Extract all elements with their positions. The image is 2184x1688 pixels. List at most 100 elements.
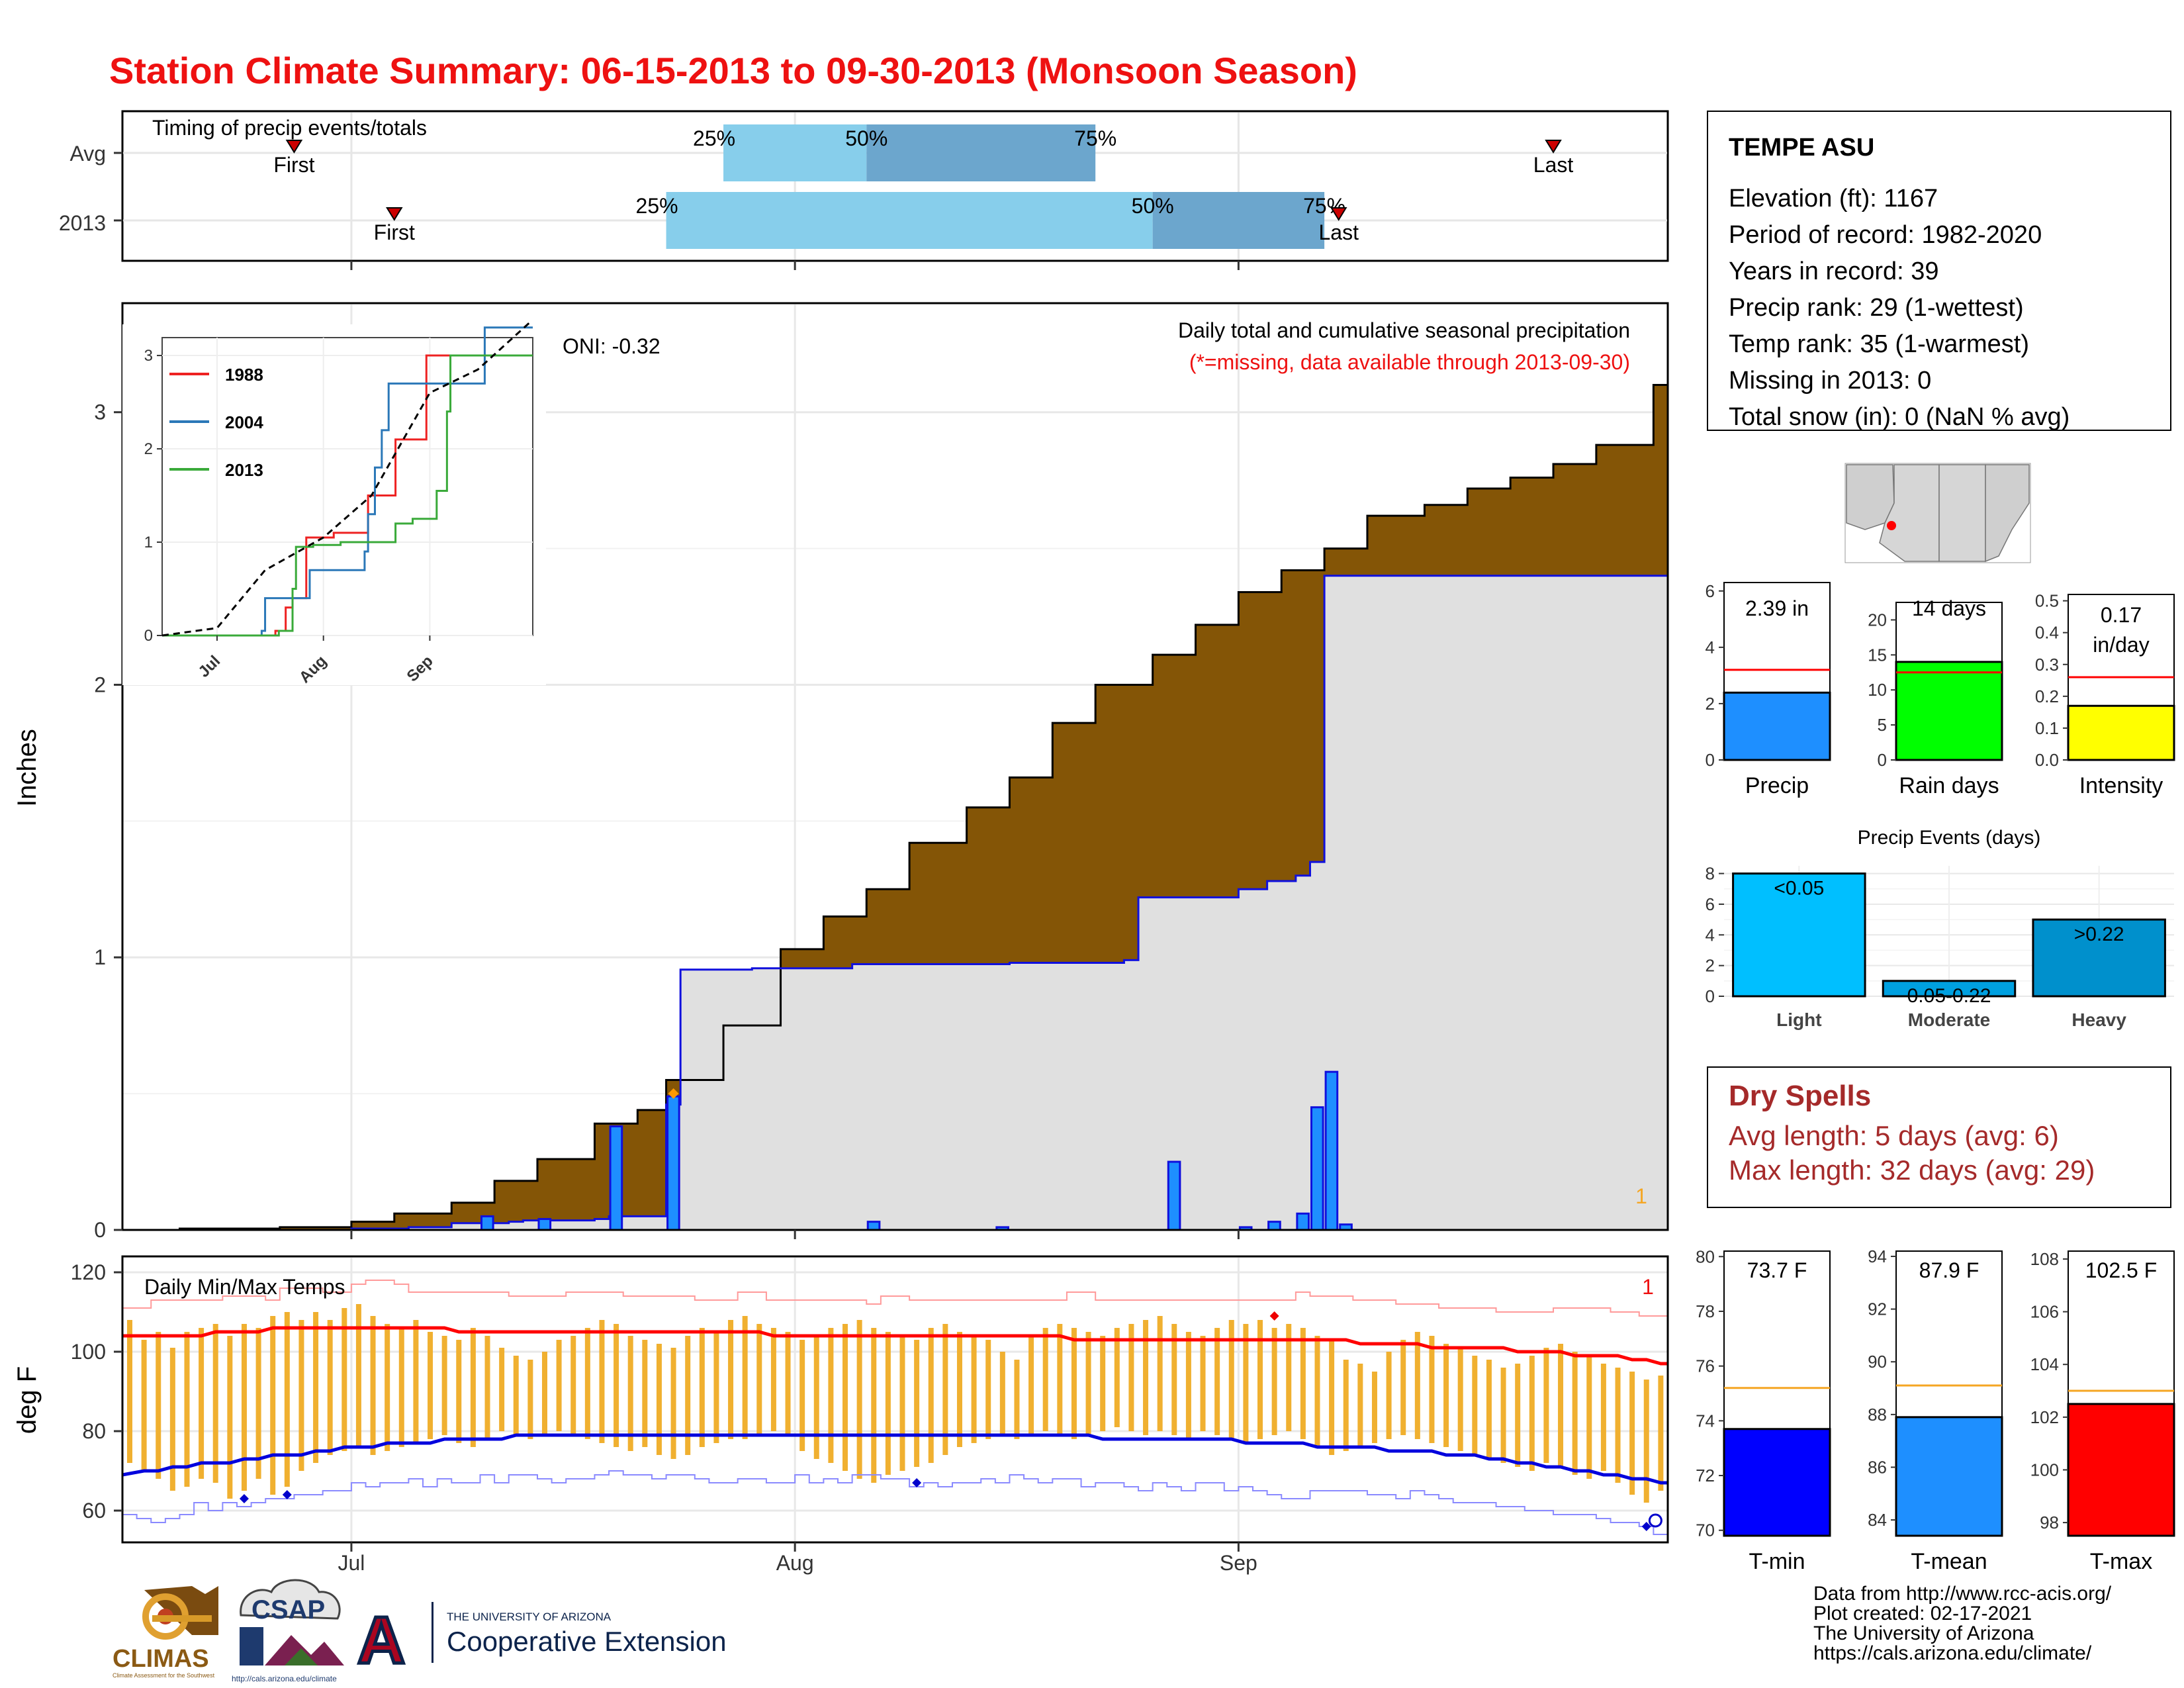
intensity-summary-label: 0.17: [2101, 603, 2142, 627]
daily-temp-range-bar: [1157, 1316, 1163, 1431]
small-chart-tick-label: 0.0: [2035, 750, 2059, 770]
daily-temp-range-bar: [627, 1336, 633, 1451]
temp-x-tick-label: Aug: [776, 1551, 814, 1575]
timing-title: Timing of precip events/totals: [152, 116, 427, 140]
daily-temp-range-bar: [456, 1340, 462, 1443]
small-chart-tick-label: 74: [1696, 1411, 1715, 1430]
daily-temp-range-bar: [441, 1336, 447, 1435]
daily-temp-range-bar: [1071, 1328, 1077, 1439]
daily-temp-range-bar: [355, 1304, 361, 1447]
daily-temp-range-bar: [842, 1324, 848, 1471]
daily-temp-range-bar: [928, 1328, 934, 1463]
daily-temp-range-bar: [398, 1328, 404, 1447]
daily-temp-range-bar: [1085, 1332, 1091, 1435]
daily-temp-range-bar: [584, 1328, 590, 1439]
map-region-east: [1985, 464, 2030, 563]
daily-temp-range-bar: [127, 1320, 132, 1463]
daily-temp-range-bar: [1228, 1320, 1234, 1439]
daily-temp-range-bar: [470, 1328, 476, 1447]
precip-title: Daily total and cumulative seasonal prec…: [1178, 318, 1630, 342]
tmin-summary-label: 73.7 F: [1747, 1258, 1807, 1282]
small-chart-tick-label: 2: [1706, 694, 1715, 714]
ua-big-text: Cooperative Extension: [447, 1626, 727, 1657]
daily-temp-range-bar: [1529, 1356, 1535, 1471]
temperature-bar-charts: 70 72 74 76 78 80 T-min 84 86 88 90 92 94 T-mean 98 100…: [1696, 1246, 2175, 1574]
small-chart-tick-label: 86: [1868, 1457, 1887, 1477]
small-chart-tick-label: 0.4: [2035, 623, 2059, 643]
daily-temp-range-bar: [513, 1356, 519, 1435]
small-chart-tick-label: 104: [2030, 1354, 2059, 1374]
precip-frame: [121, 302, 1669, 1231]
inset-y-tick-label: 3: [144, 347, 153, 365]
precip-subtitle: (*=missing, data available through 2013-…: [1189, 350, 1630, 374]
small-chart-tick-label: 94: [1868, 1246, 1887, 1266]
locator-map: [1844, 463, 2031, 563]
temp-record-marker: [239, 1494, 249, 1503]
daily-temp-range-bar: [1171, 1324, 1177, 1435]
events-bar-light: [1732, 872, 1866, 998]
small-chart-tick-label: 0: [1706, 750, 1715, 770]
events-y-tick-label: 2: [1706, 956, 1715, 976]
daily-temp-range-bar: [785, 1332, 791, 1435]
small-chart-tick-label: 0.1: [2035, 718, 2059, 738]
inset-line-2013: [162, 354, 533, 637]
precip-panel: Inches Daily total and cumulative season…: [13, 302, 1669, 1242]
daily-precip-bar: [480, 1215, 494, 1231]
events-bar-moderate: [1882, 980, 2017, 998]
daily-temp-range-bar: [1572, 1352, 1578, 1475]
daily-temp-range-bar: [1543, 1348, 1549, 1463]
small-chart-tick-label: 102: [2030, 1407, 2059, 1427]
daily-temp-range-bar: [670, 1348, 676, 1459]
inset-y-tick-label: 0: [144, 627, 153, 645]
station-line-1: Elevation (ft): 1167: [1729, 185, 1938, 212]
small-chart-rain-days: 0 5 10 15 20 Rain days: [1868, 602, 2003, 798]
daily-temp-range-bar: [1629, 1372, 1635, 1495]
small-chart-precip: 0 2 4 6 Precip: [1706, 581, 1831, 798]
small-chart-tick-label: 108: [2030, 1249, 2059, 1269]
small-chart-tick-label: 0: [1878, 750, 1887, 770]
small-chart-tick-label: 0.3: [2035, 655, 2059, 675]
daily-temp-range-bar: [728, 1320, 734, 1439]
events-bar-label: >0.22: [2074, 923, 2124, 945]
daily-temp-range-bar: [527, 1360, 533, 1439]
dry-spells-avg: Avg length: 5 days (avg: 6): [1729, 1120, 2059, 1151]
logos: CLIMAS Climate Assessment for the Southw…: [113, 1579, 727, 1683]
timing-row-label-avg: Avg: [69, 142, 106, 165]
temp-record-marker: [1641, 1522, 1651, 1531]
cumulative-precip-line: [122, 384, 1668, 1231]
timing-label-first: First: [273, 153, 314, 177]
daily-temp-range-bar: [1100, 1336, 1106, 1431]
inset-y-tick-label: 1: [144, 534, 153, 551]
daily-temp-range-bar: [284, 1312, 290, 1487]
small-chart-tick-label: 5: [1878, 715, 1887, 735]
temp-plot-background: [122, 1256, 1668, 1542]
daily-temp-range-bar: [1658, 1376, 1664, 1491]
station-info-box: TEMPE ASU Elevation (ft): 1167 Period of…: [1707, 111, 2171, 431]
daily-temp-range-bar: [499, 1348, 505, 1431]
daily-temp-range-bar: [1515, 1364, 1521, 1467]
daily-temp-range-bar: [1600, 1364, 1606, 1471]
daily-precip-bar: [1167, 1160, 1181, 1231]
small-chart-tick-label: 84: [1868, 1510, 1887, 1530]
daily-precip-bar: [1310, 1106, 1324, 1231]
inset-line-2004: [162, 326, 533, 637]
daily-temp-range-bar: [1414, 1332, 1420, 1439]
station-line-4: Precip rank: 29 (1-wettest): [1729, 294, 2024, 322]
daily-temp-range-bar: [1586, 1356, 1592, 1479]
timing-label-p50: 50%: [1132, 194, 1174, 218]
daily-temp-range-bar: [799, 1340, 805, 1451]
small-chart-tick-label: 100: [2030, 1460, 2059, 1479]
daily-temp-range-bar: [1300, 1328, 1306, 1439]
legend-label-1988: 1988: [225, 365, 263, 385]
daily-temp-range-bar: [1472, 1356, 1478, 1455]
timing-label-p25: 25%: [636, 194, 678, 218]
small-chart-tick-label: 92: [1868, 1299, 1887, 1319]
events-bar-heavy: [2032, 918, 2166, 998]
temp-title: Daily Min/Max Temps: [144, 1275, 345, 1299]
small-chart-tick-label: 70: [1696, 1521, 1715, 1540]
small-chart-tick-label: 88: [1868, 1405, 1887, 1425]
daily-temp-range-bar: [1057, 1324, 1063, 1435]
small-chart-tick-label: 0.5: [2035, 591, 2059, 611]
station-line-5: Temp rank: 35 (1-warmest): [1729, 330, 2029, 358]
small-chart-category: Rain days: [1899, 773, 1999, 798]
